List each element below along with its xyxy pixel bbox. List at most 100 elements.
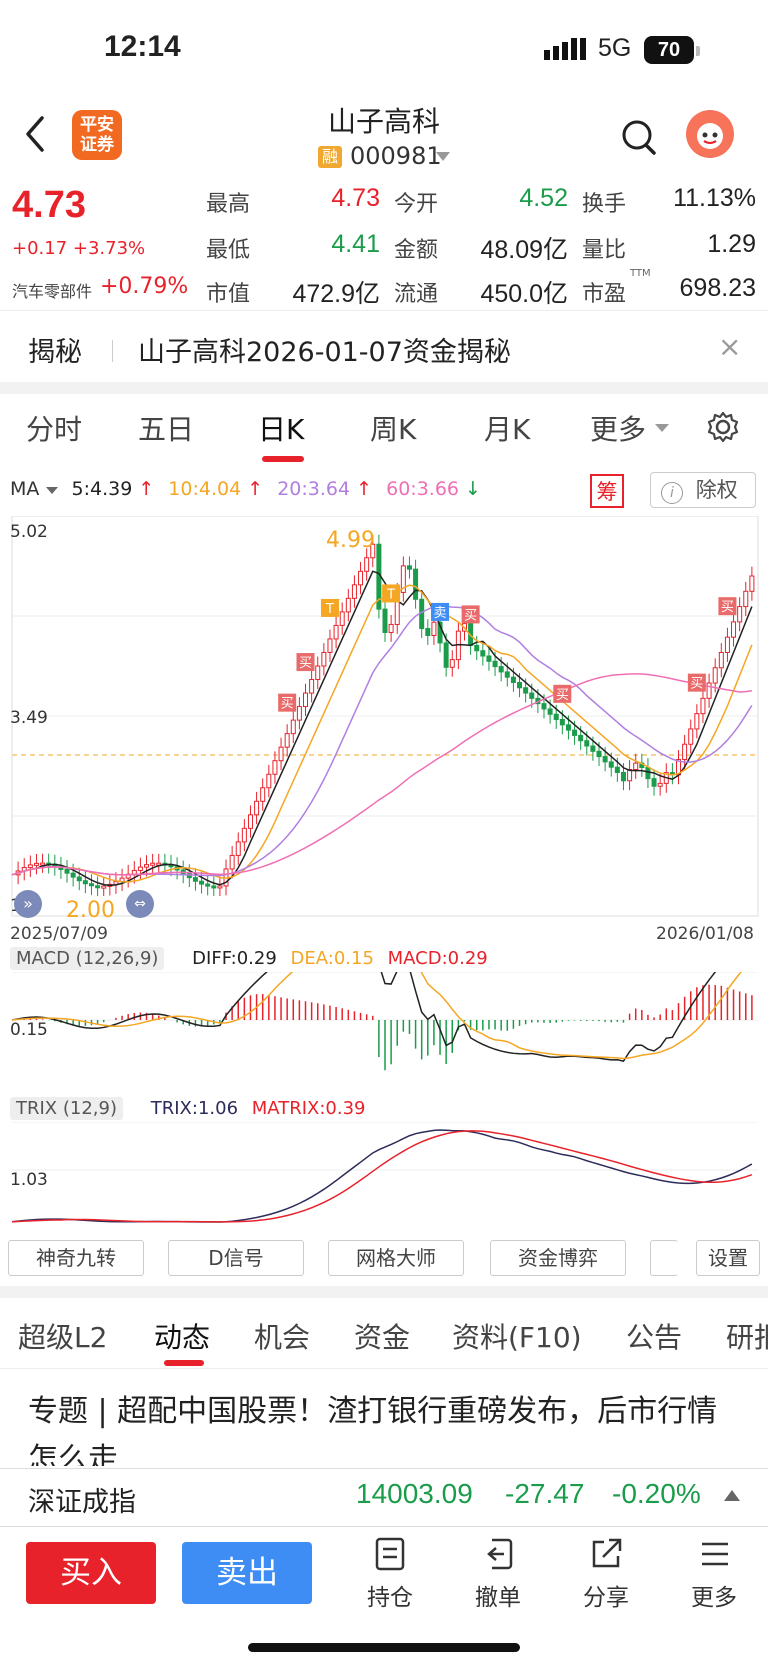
divider	[112, 340, 113, 362]
candle-body	[95, 885, 101, 889]
ma20-line	[11, 604, 753, 877]
ma-lines	[11, 570, 753, 887]
active-tab-indicator	[262, 456, 304, 462]
buy-button[interactable]: 买入	[26, 1542, 156, 1604]
trix-chart[interactable]	[0, 1122, 768, 1232]
adjust-button[interactable]: i 除权	[650, 472, 756, 508]
tool-d-signal[interactable]: D信号	[168, 1240, 304, 1276]
candle-body	[388, 623, 394, 633]
gear-icon[interactable]	[706, 410, 740, 444]
candle-body	[278, 746, 284, 762]
candle-body	[614, 766, 620, 773]
more-button[interactable]: 更多	[674, 1536, 754, 1612]
candle-body	[523, 687, 529, 694]
candle-body	[247, 814, 253, 829]
index-value: 14003.09	[356, 1478, 473, 1509]
price-change: +0.17 +3.73%	[12, 238, 146, 259]
tab-research[interactable]: 研报	[726, 1321, 768, 1354]
info-icon: i	[661, 482, 683, 504]
candle-body	[743, 590, 749, 608]
candle-body	[620, 771, 626, 782]
tool-fund-game[interactable]: 资金博弈	[490, 1240, 626, 1276]
candle-body	[131, 869, 137, 875]
tab-level2[interactable]: 超级L2	[18, 1321, 108, 1354]
tool-partial[interactable]	[650, 1240, 678, 1276]
candle-body	[651, 778, 657, 787]
more-label: 更多	[691, 1585, 737, 1611]
tab-announcements[interactable]: 公告	[626, 1321, 683, 1354]
candle-body	[254, 800, 260, 816]
share-button[interactable]: 分享	[566, 1536, 646, 1612]
trix-legend[interactable]: TRIX (12,9) TRIX:1.06 MATRIX:0.39	[10, 1097, 366, 1120]
chip-distribution-button[interactable]: 筹	[590, 474, 624, 508]
chevron-down-icon[interactable]	[436, 152, 450, 161]
news-headline[interactable]: 专题 | 超配中国股票！渣打银行重磅发布，后市行情怎么走	[28, 1394, 718, 1466]
sector-change[interactable]: +0.79%	[100, 274, 189, 299]
menu-icon	[702, 1542, 728, 1566]
chevron-down-icon[interactable]	[654, 422, 670, 434]
candle-body	[364, 557, 370, 572]
tool-grid-master[interactable]: 网格大师	[328, 1240, 464, 1276]
candle-body	[565, 724, 571, 731]
tool-magic-nine[interactable]: 神奇九转	[8, 1240, 144, 1276]
trade-marker: T	[386, 587, 395, 602]
ma-legend[interactable]: MA 5:4.39 ↑ 10:4.04 ↑ 20:3.64 ↑ 60:3.66 …	[10, 478, 481, 500]
candle-body	[150, 862, 156, 866]
candle-body	[211, 885, 217, 889]
tab-intraday[interactable]: 分时	[26, 413, 83, 446]
holdings-button[interactable]: 持仓	[350, 1536, 430, 1612]
candle-body	[431, 621, 437, 636]
trade-marker: T	[325, 602, 334, 617]
cancel-order-button[interactable]: 撤单	[458, 1536, 538, 1612]
candle-body	[82, 880, 88, 885]
tab-daily-k[interactable]: 日K	[258, 413, 305, 446]
sector-name[interactable]: 汽车零部件	[12, 282, 93, 301]
ma10-value: 10:4.04	[168, 478, 242, 500]
macd-chart[interactable]	[0, 972, 768, 1092]
trix-title[interactable]: TRIX (12,9)	[10, 1097, 123, 1120]
reveal-title[interactable]: 山子高科2026-01-07资金揭秘	[138, 337, 511, 368]
macd-y-label: 0.15	[10, 1020, 48, 1040]
candle-body	[327, 638, 333, 653]
share-icon	[592, 1538, 622, 1568]
tab-weekly-k[interactable]: 周K	[370, 413, 417, 446]
trade-marker: 买	[556, 688, 569, 703]
tab-funds[interactable]: 资金	[354, 1321, 411, 1354]
chevron-down-icon[interactable]	[45, 485, 59, 495]
chevron-up-icon[interactable]	[724, 1490, 740, 1501]
back-chevron-icon[interactable]	[20, 112, 50, 156]
tab-dynamics[interactable]: 动态	[154, 1321, 211, 1354]
tab-more[interactable]: 更多	[590, 413, 647, 446]
fast-forward-icon[interactable]: »	[14, 890, 42, 918]
trade-marker-bg	[461, 605, 480, 624]
avatar[interactable]	[686, 110, 734, 158]
macd-legend[interactable]: MACD (12,26,9) DIFF:0.29 DEA:0.15 MACD:0…	[10, 947, 488, 970]
quote-label-volratio: 量比	[582, 238, 627, 263]
candle-body	[498, 666, 504, 673]
candle-body	[480, 650, 486, 657]
tab-opportunity[interactable]: 机会	[254, 1321, 311, 1354]
tab-monthly-k[interactable]: 月K	[484, 413, 531, 446]
up-arrow-icon: ↑	[241, 478, 264, 500]
candle-body	[260, 787, 266, 802]
sell-button[interactable]: 卖出	[182, 1542, 312, 1604]
candle-body	[303, 692, 309, 708]
candle-body	[425, 628, 431, 636]
close-icon[interactable]: ×	[718, 330, 742, 363]
trade-marker-bg	[296, 653, 315, 672]
index-ticker[interactable]	[0, 1468, 768, 1527]
stock-code[interactable]: 000981	[350, 142, 442, 170]
candle-body	[406, 565, 412, 570]
tool-settings[interactable]: 设置	[696, 1240, 760, 1276]
candles	[15, 534, 755, 896]
tab-f10[interactable]: 资料(F10)	[452, 1321, 582, 1354]
search-icon[interactable]	[620, 118, 660, 158]
zoom-icon[interactable]: ⇔	[126, 890, 154, 918]
ma5-line	[11, 570, 753, 887]
tab-five-day[interactable]: 五日	[138, 413, 195, 446]
macd-title[interactable]: MACD (12,26,9)	[10, 947, 165, 970]
candle-body	[88, 883, 94, 887]
candle-body	[101, 885, 107, 889]
